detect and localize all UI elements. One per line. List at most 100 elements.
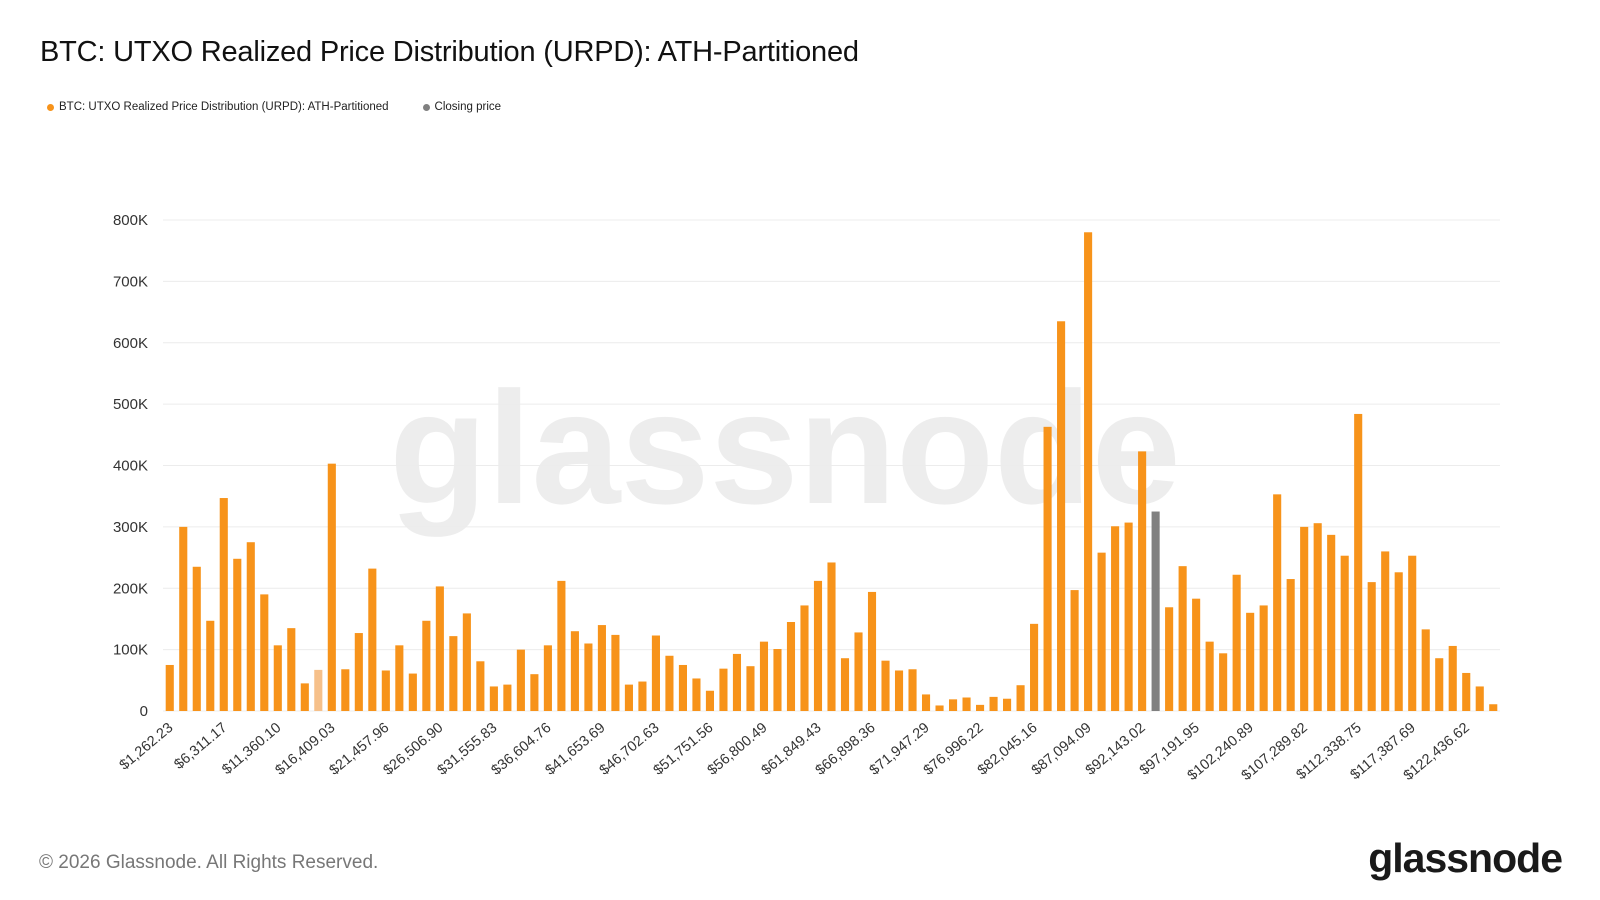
urpd-bar[interactable] xyxy=(1273,494,1282,711)
urpd-bar[interactable] xyxy=(395,645,404,711)
urpd-bar[interactable] xyxy=(854,632,863,711)
urpd-bar[interactable] xyxy=(1462,672,1471,711)
urpd-bar[interactable] xyxy=(327,463,336,711)
urpd-bar[interactable] xyxy=(1057,321,1066,711)
urpd-bar[interactable] xyxy=(1327,534,1336,711)
urpd-bar[interactable] xyxy=(881,660,890,711)
urpd-bar[interactable] xyxy=(314,669,323,711)
urpd-bar[interactable] xyxy=(692,678,701,711)
urpd-bar[interactable] xyxy=(1475,686,1484,711)
urpd-bar[interactable] xyxy=(746,666,755,711)
urpd-bar[interactable] xyxy=(1408,555,1417,711)
urpd-bar[interactable] xyxy=(827,562,836,711)
urpd-bar[interactable] xyxy=(1448,645,1457,711)
urpd-bar[interactable] xyxy=(597,625,606,711)
urpd-bar[interactable] xyxy=(1124,522,1133,711)
urpd-bar[interactable] xyxy=(1381,551,1390,711)
urpd-bar[interactable] xyxy=(1313,523,1322,711)
glassnode-logo[interactable]: glassnode xyxy=(1368,835,1563,881)
urpd-bar[interactable] xyxy=(179,526,188,711)
urpd-bar[interactable] xyxy=(354,633,363,711)
urpd-bar[interactable] xyxy=(570,631,579,711)
urpd-bar[interactable] xyxy=(1043,426,1052,711)
urpd-bar[interactable] xyxy=(908,669,917,711)
urpd-bar[interactable] xyxy=(192,566,201,711)
urpd-bar[interactable] xyxy=(759,641,769,711)
urpd-bar[interactable] xyxy=(800,605,809,711)
urpd-bar[interactable] xyxy=(1421,629,1430,711)
urpd-bar[interactable] xyxy=(1489,704,1498,711)
urpd-bar[interactable] xyxy=(165,664,174,711)
urpd-bar[interactable] xyxy=(732,653,742,711)
urpd-bar[interactable] xyxy=(1435,658,1444,711)
urpd-bar[interactable] xyxy=(381,670,390,711)
urpd-bar[interactable] xyxy=(1178,566,1187,711)
urpd-bar[interactable] xyxy=(341,669,350,711)
urpd-bar[interactable] xyxy=(624,684,633,711)
urpd-bar[interactable] xyxy=(611,634,620,711)
urpd-bar[interactable] xyxy=(773,649,782,711)
urpd-bar[interactable] xyxy=(246,542,255,711)
urpd-bar[interactable] xyxy=(476,661,485,711)
urpd-bar[interactable] xyxy=(867,591,877,711)
urpd-bar[interactable] xyxy=(530,674,539,711)
urpd-bar[interactable] xyxy=(1300,526,1309,711)
urpd-bar[interactable] xyxy=(1259,605,1268,711)
urpd-bar[interactable] xyxy=(976,704,985,711)
urpd-bar[interactable] xyxy=(260,594,269,711)
urpd-bar[interactable] xyxy=(921,694,931,711)
urpd-bar[interactable] xyxy=(962,697,971,711)
urpd-bar[interactable] xyxy=(1367,582,1376,711)
urpd-bar[interactable] xyxy=(368,568,377,711)
urpd-bar[interactable] xyxy=(1030,623,1039,711)
urpd-bar[interactable] xyxy=(1016,685,1025,711)
urpd-bar[interactable] xyxy=(651,635,660,711)
urpd-bar[interactable] xyxy=(1192,598,1201,711)
urpd-bar[interactable] xyxy=(719,668,728,711)
urpd-bar[interactable] xyxy=(435,586,444,711)
urpd-bar[interactable] xyxy=(840,658,850,711)
urpd-bar[interactable] xyxy=(584,643,593,711)
urpd-bar[interactable] xyxy=(665,655,674,711)
urpd-bar[interactable] xyxy=(1138,451,1147,711)
urpd-bar[interactable] xyxy=(557,580,566,711)
urpd-bar[interactable] xyxy=(543,645,552,711)
urpd-bar[interactable] xyxy=(1394,572,1403,711)
urpd-bar[interactable] xyxy=(948,699,958,711)
urpd-bar[interactable] xyxy=(219,498,228,711)
urpd-bar[interactable] xyxy=(1070,590,1079,711)
urpd-bar[interactable] xyxy=(449,636,458,711)
urpd-bar[interactable] xyxy=(1286,579,1295,711)
urpd-bar[interactable] xyxy=(1354,413,1363,711)
urpd-bar[interactable] xyxy=(894,670,904,711)
urpd-bar[interactable] xyxy=(422,620,431,711)
urpd-bar[interactable] xyxy=(489,686,498,711)
urpd-bar[interactable] xyxy=(503,684,512,711)
urpd-bar[interactable] xyxy=(287,628,296,711)
urpd-bar[interactable] xyxy=(1111,526,1120,711)
urpd-bar[interactable] xyxy=(705,690,715,711)
urpd-bar[interactable] xyxy=(1003,698,1012,711)
legend-item-closing-price[interactable]: Closing price xyxy=(422,101,501,113)
urpd-bar[interactable] xyxy=(935,705,944,711)
urpd-bar[interactable] xyxy=(1084,232,1093,711)
urpd-bar[interactable] xyxy=(786,622,796,711)
urpd-bar[interactable] xyxy=(273,645,282,711)
urpd-bar[interactable] xyxy=(408,673,417,711)
urpd-bar[interactable] xyxy=(206,620,215,711)
legend-item-urpd[interactable]: BTC: UTXO Realized Price Distribution (U… xyxy=(47,101,389,113)
urpd-bar[interactable] xyxy=(1205,641,1214,711)
urpd-bar[interactable] xyxy=(638,681,647,711)
urpd-bar[interactable] xyxy=(233,558,242,711)
urpd-bar[interactable] xyxy=(462,613,471,711)
urpd-bar[interactable] xyxy=(1165,607,1174,711)
urpd-bar[interactable] xyxy=(1097,552,1106,711)
urpd-bar[interactable] xyxy=(813,580,823,711)
urpd-bar[interactable] xyxy=(300,683,309,711)
urpd-bar[interactable] xyxy=(1232,574,1241,711)
urpd-bar[interactable] xyxy=(516,649,525,711)
closing-price-bar[interactable] xyxy=(1151,511,1160,711)
urpd-bar[interactable] xyxy=(1219,653,1228,711)
urpd-bar[interactable] xyxy=(1246,612,1255,711)
urpd-bar[interactable] xyxy=(678,664,687,711)
